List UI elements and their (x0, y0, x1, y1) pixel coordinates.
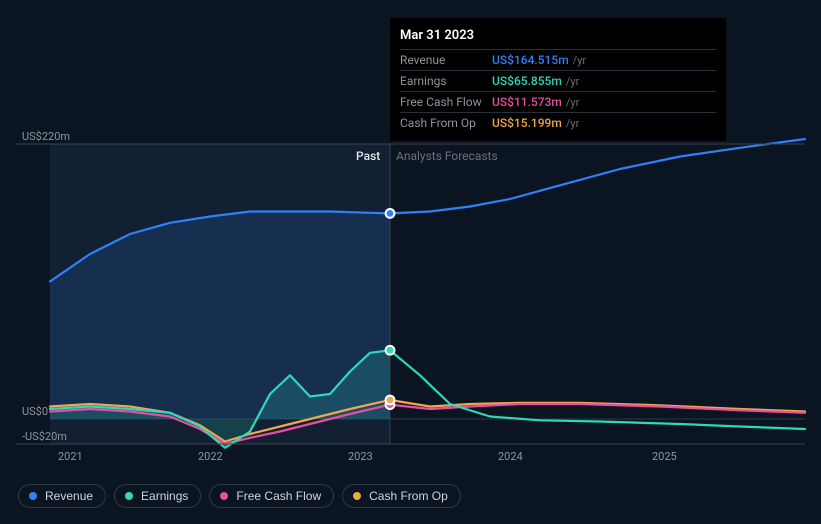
legend-dot-icon (220, 492, 228, 500)
legend-item-earnings[interactable]: Earnings (114, 484, 201, 508)
tooltip-value: US$11.573m (492, 95, 562, 109)
tooltip-row-revenue: RevenueUS$164.515m/yr (400, 49, 716, 70)
legend-label: Earnings (141, 489, 188, 503)
tooltip-label: Cash From Op (400, 116, 492, 130)
past-label: Past (356, 149, 380, 163)
tooltip-unit: /yr (573, 54, 586, 67)
forecast-label: Analysts Forecasts (396, 149, 498, 163)
legend: Revenue Earnings Free Cash Flow Cash From O… (18, 484, 461, 508)
tooltip-row-free_cash_flow: Free Cash FlowUS$11.573m/yr (400, 91, 716, 112)
tooltip-value: US$164.515m (492, 53, 569, 67)
tooltip-row-earnings: EarningsUS$65.855m/yr (400, 70, 716, 91)
tooltip-unit: /yr (566, 117, 579, 130)
hover-tooltip: Mar 31 2023 RevenueUS$164.515m/yrEarning… (390, 18, 726, 141)
x-tick-label: 2021 (58, 450, 83, 463)
legend-item-revenue[interactable]: Revenue (18, 484, 106, 508)
tooltip-value: US$65.855m (492, 74, 562, 88)
legend-dot-icon (29, 492, 37, 500)
legend-label: Cash From Op (369, 489, 448, 503)
tooltip-row-cash_from_op: Cash From OpUS$15.199m/yr (400, 112, 716, 133)
legend-label: Revenue (45, 489, 93, 503)
tooltip-label: Free Cash Flow (400, 95, 492, 109)
tooltip-unit: /yr (566, 96, 579, 109)
legend-dot-icon (353, 492, 361, 500)
financial-chart: Past Analysts Forecasts Mar 31 2023 Reve… (0, 0, 821, 524)
y-tick-label: US$220m (22, 130, 70, 143)
tooltip-date: Mar 31 2023 (400, 24, 716, 49)
x-tick-label: 2025 (652, 450, 677, 463)
tooltip-label: Earnings (400, 74, 492, 88)
legend-dot-icon (125, 492, 133, 500)
y-tick-label: US$0 (22, 405, 48, 418)
x-tick-label: 2024 (498, 450, 523, 463)
x-tick-label: 2022 (198, 450, 223, 463)
legend-label: Free Cash Flow (236, 489, 321, 503)
tooltip-unit: /yr (566, 75, 579, 88)
tooltip-label: Revenue (400, 53, 492, 67)
legend-item-cash_from_op[interactable]: Cash From Op (342, 484, 461, 508)
legend-item-free_cash_flow[interactable]: Free Cash Flow (209, 484, 334, 508)
x-tick-label: 2023 (348, 450, 373, 463)
y-tick-label: -US$20m (22, 430, 67, 443)
tooltip-value: US$15.199m (492, 116, 562, 130)
